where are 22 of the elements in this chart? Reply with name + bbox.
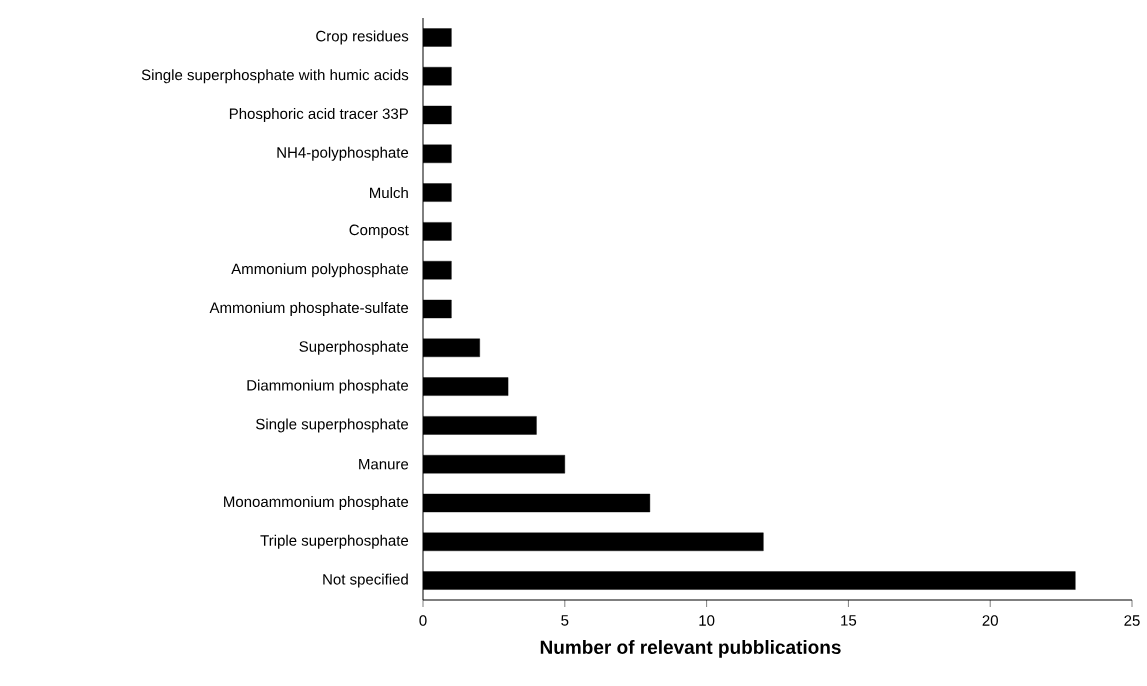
y-tick-label: Manure bbox=[359, 458, 409, 470]
y-tick-label: Mulch bbox=[370, 187, 408, 199]
y-tick-label: Compost bbox=[349, 224, 409, 239]
y-tick-label: Phosphoric acid tracer 33P bbox=[229, 108, 408, 122]
x-tick-label: 25 bbox=[1124, 615, 1140, 626]
x-tick-label: 5 bbox=[561, 615, 569, 626]
y-tick-label: Diammonium phosphate bbox=[247, 379, 409, 394]
x-axis-title: Number of relevant pubblications bbox=[540, 640, 841, 658]
x-tick-label: 20 bbox=[982, 615, 998, 626]
y-tick-label: Not specified bbox=[323, 573, 408, 588]
x-tick-label: 10 bbox=[699, 615, 715, 626]
x-tick-label: 0 bbox=[419, 615, 427, 626]
y-tick-label: Single superphosphate with humic acids bbox=[141, 69, 409, 84]
y-tick-label: NH4-polyphosphate bbox=[277, 146, 409, 161]
y-tick-label: Single superphosphate bbox=[256, 418, 409, 433]
x-tick-label: 15 bbox=[841, 615, 857, 626]
y-tick-label: Ammonium phosphate-sulfate bbox=[209, 302, 409, 316]
y-tick-label: Monoammonium phosphate bbox=[224, 496, 409, 510]
y-tick-label: Superphosphate bbox=[299, 340, 409, 355]
y-tick-label: Crop residues bbox=[316, 30, 409, 45]
y-tick-label: Ammonium polyphosphate bbox=[231, 263, 409, 278]
y-tick-label: Triple superphosphate bbox=[260, 534, 409, 549]
